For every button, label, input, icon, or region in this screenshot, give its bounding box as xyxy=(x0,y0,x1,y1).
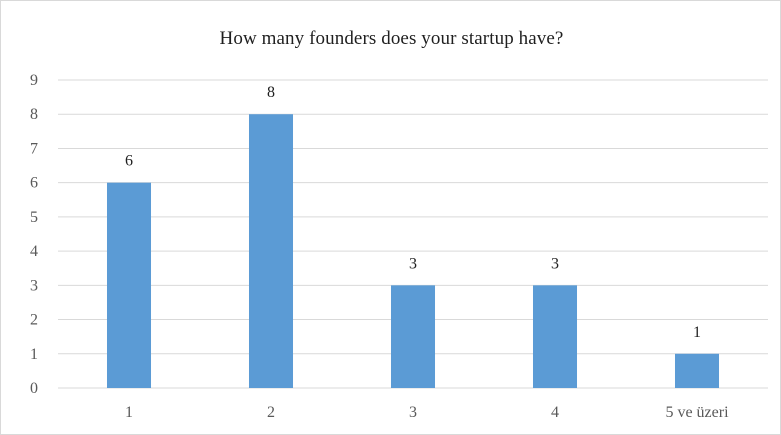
x-axis-ticks: 1 2 3 4 5 ve üzeri xyxy=(125,404,729,421)
x-tick-label: 4 xyxy=(551,404,559,421)
data-label: 6 xyxy=(125,153,133,170)
y-tick-label: 9 xyxy=(30,72,38,89)
bar xyxy=(674,353,720,388)
y-tick-label: 1 xyxy=(30,346,38,363)
bar xyxy=(390,285,436,388)
y-tick-label: 6 xyxy=(30,175,38,192)
x-tick-label: 3 xyxy=(409,404,417,421)
y-tick-label: 5 xyxy=(30,209,38,226)
data-label: 3 xyxy=(551,255,559,272)
x-tick-label: 1 xyxy=(125,404,133,421)
data-label: 3 xyxy=(409,255,417,272)
y-tick-label: 2 xyxy=(30,312,38,329)
y-tick-label: 8 xyxy=(30,106,38,123)
bars xyxy=(106,114,720,388)
y-tick-label: 7 xyxy=(30,140,38,157)
y-tick-label: 4 xyxy=(30,243,38,260)
x-tick-label: 2 xyxy=(267,404,275,421)
bar xyxy=(532,285,578,388)
y-tick-label: 3 xyxy=(30,277,38,294)
data-labels: 6 8 3 3 1 xyxy=(125,84,701,341)
y-axis-ticks: 0 1 2 3 4 5 6 7 8 9 xyxy=(30,72,38,397)
data-label: 1 xyxy=(693,324,701,341)
chart-title: How many founders does your startup have… xyxy=(219,28,564,49)
bar xyxy=(106,182,152,388)
bar xyxy=(248,114,294,388)
y-tick-label: 0 xyxy=(30,380,38,397)
data-label: 8 xyxy=(267,84,275,101)
x-tick-label: 5 ve üzeri xyxy=(665,404,729,421)
